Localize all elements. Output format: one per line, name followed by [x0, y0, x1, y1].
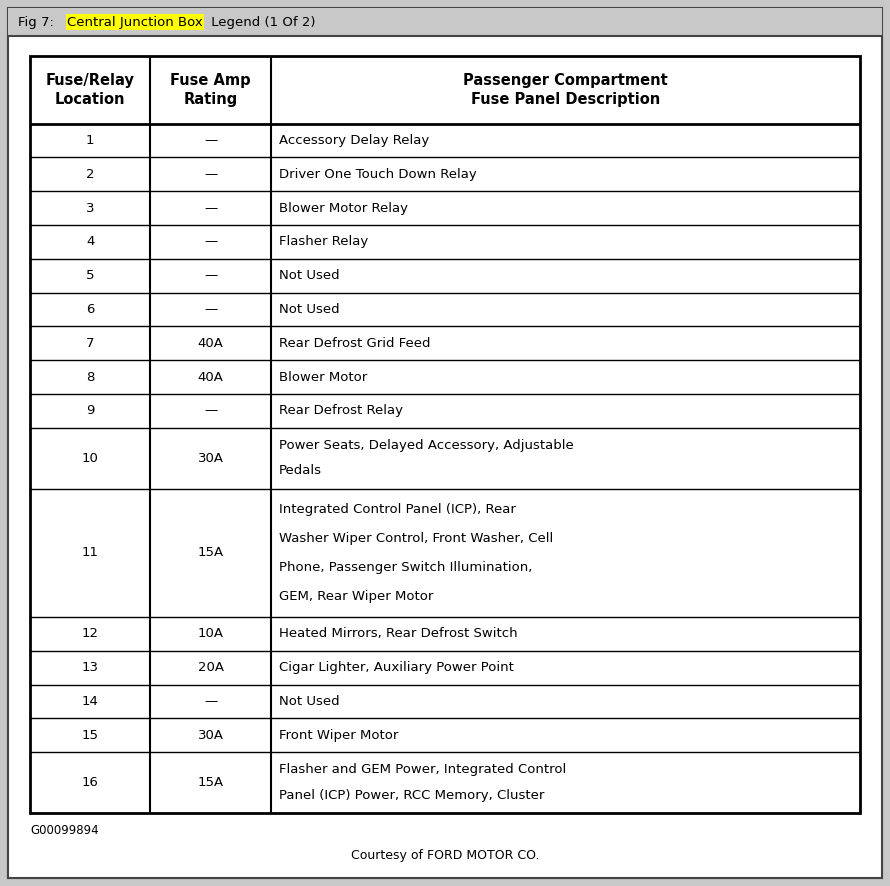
Bar: [30, 56, 860, 813]
Text: Courtesy of FORD MOTOR CO.: Courtesy of FORD MOTOR CO.: [351, 850, 539, 862]
Text: Fuse Amp
Rating: Fuse Amp Rating: [170, 73, 251, 106]
Text: 7: 7: [86, 337, 94, 350]
Text: Not Used: Not Used: [279, 695, 339, 708]
Text: Driver One Touch Down Relay: Driver One Touch Down Relay: [279, 167, 476, 181]
Text: Rear Defrost Relay: Rear Defrost Relay: [279, 404, 402, 417]
Text: 11: 11: [82, 547, 99, 559]
Text: 4: 4: [86, 236, 94, 248]
Text: 1: 1: [86, 134, 94, 147]
Text: —: —: [204, 202, 217, 214]
Text: 10A: 10A: [198, 627, 223, 641]
Text: Flasher Relay: Flasher Relay: [279, 236, 368, 248]
Text: 9: 9: [86, 404, 94, 417]
Text: Legend (1 Of 2): Legend (1 Of 2): [207, 15, 315, 28]
Text: 15A: 15A: [198, 547, 223, 559]
Text: 12: 12: [82, 627, 99, 641]
Text: 16: 16: [82, 776, 99, 789]
Text: 15: 15: [82, 729, 99, 742]
Text: Front Wiper Motor: Front Wiper Motor: [279, 729, 398, 742]
Text: 40A: 40A: [198, 370, 223, 384]
Text: Pedals: Pedals: [279, 464, 321, 478]
Text: 3: 3: [86, 202, 94, 214]
Text: Flasher and GEM Power, Integrated Control: Flasher and GEM Power, Integrated Contro…: [279, 764, 566, 776]
Text: Integrated Control Panel (ICP), Rear: Integrated Control Panel (ICP), Rear: [279, 502, 515, 516]
Text: Accessory Delay Relay: Accessory Delay Relay: [279, 134, 429, 147]
Text: 30A: 30A: [198, 729, 223, 742]
Text: 30A: 30A: [198, 452, 223, 464]
Text: Rear Defrost Grid Feed: Rear Defrost Grid Feed: [279, 337, 430, 350]
Text: Power Seats, Delayed Accessory, Adjustable: Power Seats, Delayed Accessory, Adjustab…: [279, 439, 573, 452]
Text: 10: 10: [82, 452, 99, 464]
Text: Panel (ICP) Power, RCC Memory, Cluster: Panel (ICP) Power, RCC Memory, Cluster: [279, 789, 544, 802]
Text: 6: 6: [86, 303, 94, 316]
Text: —: —: [204, 695, 217, 708]
Text: Cigar Lighter, Auxiliary Power Point: Cigar Lighter, Auxiliary Power Point: [279, 661, 514, 674]
Text: Washer Wiper Control, Front Washer, Cell: Washer Wiper Control, Front Washer, Cell: [279, 532, 553, 545]
Text: —: —: [204, 167, 217, 181]
Text: —: —: [204, 404, 217, 417]
Text: 40A: 40A: [198, 337, 223, 350]
Text: Blower Motor: Blower Motor: [279, 370, 367, 384]
Text: Blower Motor Relay: Blower Motor Relay: [279, 202, 408, 214]
Text: Phone, Passenger Switch Illumination,: Phone, Passenger Switch Illumination,: [279, 561, 532, 574]
Text: 2: 2: [86, 167, 94, 181]
Text: GEM, Rear Wiper Motor: GEM, Rear Wiper Motor: [279, 590, 433, 603]
Text: 14: 14: [82, 695, 99, 708]
Text: G00099894: G00099894: [30, 825, 99, 837]
Text: Fig 7:: Fig 7:: [18, 15, 58, 28]
Bar: [8, 8, 882, 36]
Text: —: —: [204, 236, 217, 248]
Text: 8: 8: [86, 370, 94, 384]
Text: Not Used: Not Used: [279, 269, 339, 282]
Text: Heated Mirrors, Rear Defrost Switch: Heated Mirrors, Rear Defrost Switch: [279, 627, 517, 641]
Text: —: —: [204, 134, 217, 147]
Text: —: —: [204, 303, 217, 316]
Text: Central Junction Box: Central Junction Box: [67, 15, 203, 28]
Text: Passenger Compartment
Fuse Panel Description: Passenger Compartment Fuse Panel Descrip…: [463, 73, 668, 106]
Text: Fuse/Relay
Location: Fuse/Relay Location: [45, 73, 134, 106]
Text: 13: 13: [82, 661, 99, 674]
Text: 20A: 20A: [198, 661, 223, 674]
Text: Not Used: Not Used: [279, 303, 339, 316]
Text: —: —: [204, 269, 217, 282]
Text: 15A: 15A: [198, 776, 223, 789]
Text: 5: 5: [86, 269, 94, 282]
